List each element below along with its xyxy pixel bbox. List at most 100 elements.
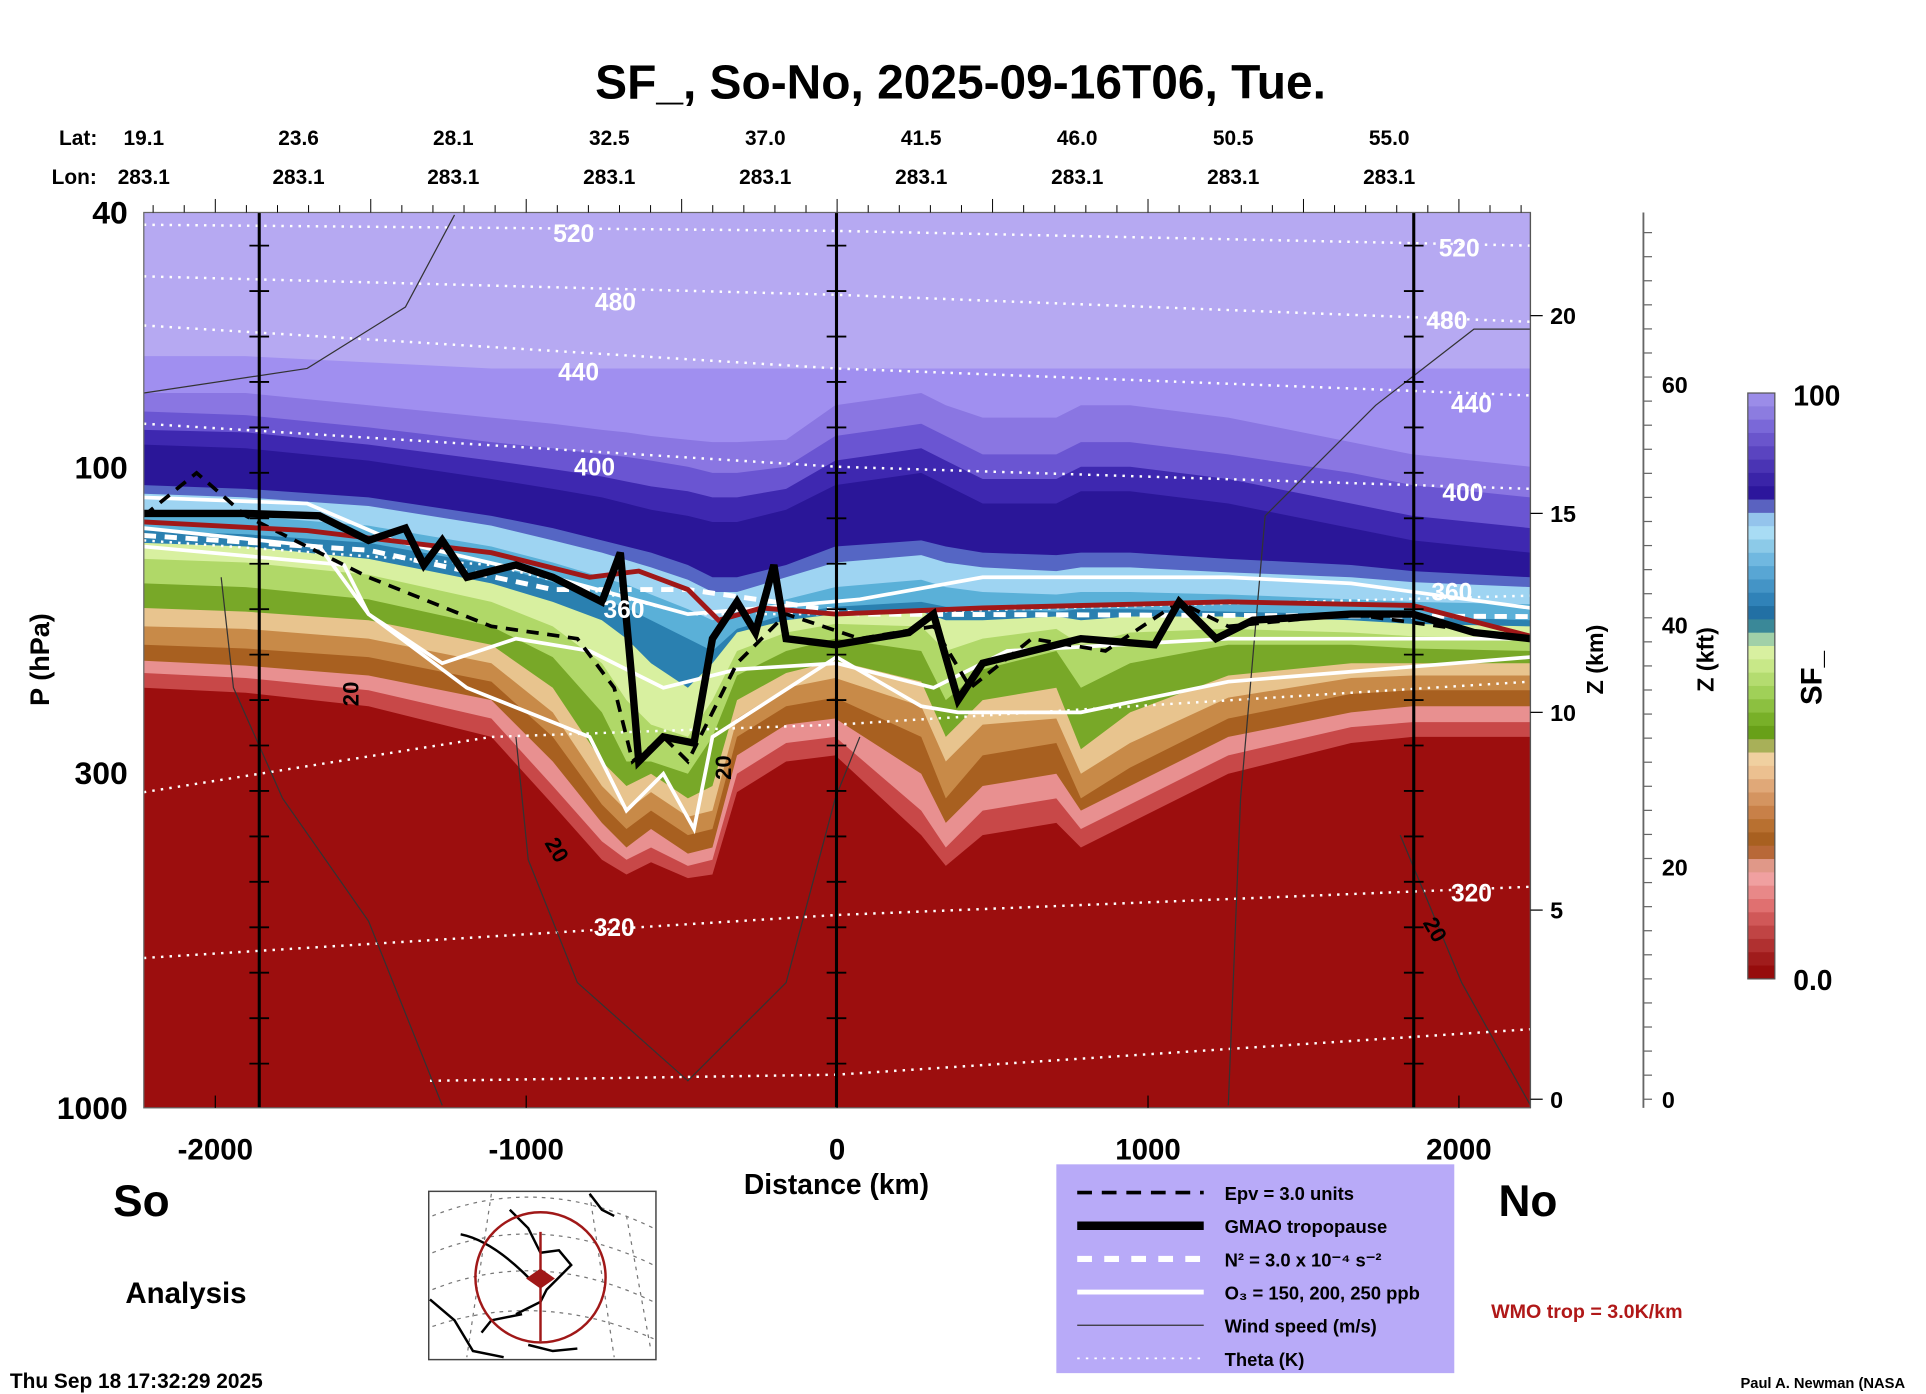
lon-value: 283.1 [118,166,171,189]
wind-contour [1399,834,1531,1106]
lat-value: 23.6 [278,127,319,150]
lat-label: Lat: [59,127,97,150]
colorbar-swatch [1747,725,1775,740]
lat-value: 55.0 [1369,127,1410,150]
epv-contour [143,470,1531,765]
chart-title: SF_, So-No, 2025-09-16T06, Tue. [595,56,1326,109]
gmao-tropopause-line [143,509,1531,770]
colorbar-swatch [1747,845,1775,860]
z-kft-tick-label: 60 [1662,372,1688,398]
colorbar-swatch [1747,672,1775,687]
colorbar-swatch [1747,486,1775,501]
colorbar-swatch [1747,965,1775,980]
z-kft-tick-label: 20 [1662,855,1688,881]
theta-label: 480 [1426,308,1467,335]
colorbar-swatch [1747,566,1775,581]
colorbar-swatch [1747,472,1775,487]
z-kft-axis-title: Z (kft) [1692,627,1718,692]
x-tick-label: 1000 [1115,1133,1181,1166]
colorbar-swatch [1747,512,1775,527]
track-circle [474,1210,607,1344]
colorbar-swatch [1747,765,1775,780]
lat-value: 50.5 [1213,127,1254,150]
theta-label: 320 [594,915,635,942]
x-tick-label: -1000 [489,1133,564,1166]
colorbar-frame [1747,392,1776,980]
colorbar-swatch [1747,526,1775,541]
colorbar-swatch [1747,632,1775,647]
colorbar-swatch [1747,832,1775,847]
wind-label: 20 [339,682,364,707]
z-km-tick-label: 0 [1550,1087,1563,1113]
wmo-label: WMO trop = 3.0K/km [1491,1301,1683,1323]
lon-value: 283.1 [895,166,948,189]
colorbar-swatch [1747,592,1775,607]
colorbar-swatch [1747,659,1775,674]
north-label: No [1498,1177,1557,1226]
theta-label: 400 [1442,480,1483,507]
theta-contour [143,680,1531,794]
colorbar-swatch [1747,646,1775,660]
map-inset [427,1190,657,1361]
lon-value: 283.1 [1207,166,1260,189]
lat-value: 37.0 [745,127,786,150]
z-km-tick-label: 20 [1550,303,1576,329]
lat-value: 28.1 [433,127,474,150]
legend-label-epv: Epv = 3.0 units [1225,1183,1354,1204]
colorbar-swatch [1747,432,1775,447]
lat-value: 41.5 [901,127,942,150]
wind-contour [220,577,443,1106]
colorbar-swatch [1747,459,1775,474]
lon-value: 283.1 [272,166,325,189]
y-tick-label: 40 [92,195,128,231]
colorbar-swatch [1747,606,1775,620]
colorbar-swatch [1747,925,1775,940]
colorbar-swatch [1747,792,1775,807]
theta-label: 400 [574,454,615,481]
lon-value: 283.1 [739,166,792,189]
lon-value: 283.1 [1051,166,1104,189]
colorbar-swatch [1747,739,1775,754]
lat-value: 19.1 [123,127,164,150]
analysis-label: Analysis [125,1277,246,1310]
wmo-tropopause-line [143,519,1531,639]
legend-label-theta: Theta (K) [1225,1349,1305,1370]
x-tick-label: 2000 [1426,1133,1492,1166]
theta-contour [429,1028,1531,1083]
z-km-axis-title: Z (km) [1582,625,1608,695]
legend-box [1056,1164,1455,1374]
lon-value: 283.1 [583,166,636,189]
lat-value: 46.0 [1057,127,1098,150]
colorbar-swatch [1747,393,1775,407]
legend-label-wind-speed: Wind speed (m/s) [1225,1316,1377,1337]
credit: Paul A. Newman (NASA [1740,1376,1905,1392]
colorbar-swatch [1747,898,1775,913]
colorbar-swatch [1747,712,1775,727]
theta-label: 520 [553,221,594,248]
colorbar-swatch [1747,446,1775,461]
colorbar-swatch [1747,952,1775,967]
plot-area: 520 480 440 400 360 320 520 480 440 400 360 320 20 20… [143,212,1531,1108]
colorbar-swatch [1747,805,1775,820]
axes: -2000 -1000 0 1000 2000 40 100 300 1000 20 15 10 5 0 6… [57,195,1688,1167]
theta-label: 360 [604,597,645,624]
colorbar-swatch [1747,885,1775,900]
legend-label-n2: N² = 3.0 x 10⁻⁴ s⁻² [1225,1249,1382,1270]
x-tick-label: -2000 [178,1133,253,1166]
y-tick-label: 300 [75,755,128,791]
colorbar-swatch [1747,499,1775,514]
colorbar-label: SF_ [1796,650,1829,705]
colorbar-swatch [1747,685,1775,700]
colorbar-swatch [1747,752,1775,767]
y-axis-title: P (hPa) [25,613,55,706]
theta-label: 440 [1451,392,1492,419]
wind-label: 20 [711,755,736,780]
colorbar-swatch [1747,552,1775,567]
colorbar [1747,392,1776,980]
lon-value: 283.1 [1363,166,1416,189]
z-km-tick-label: 10 [1550,700,1576,726]
lat-lon-header: Lat: Lon: 19.1 23.6 28.1 32.5 37.0 41.5 46.0 50… [52,127,1416,189]
colorbar-max: 100 [1793,379,1840,411]
z-km-tick-label: 15 [1550,501,1576,527]
